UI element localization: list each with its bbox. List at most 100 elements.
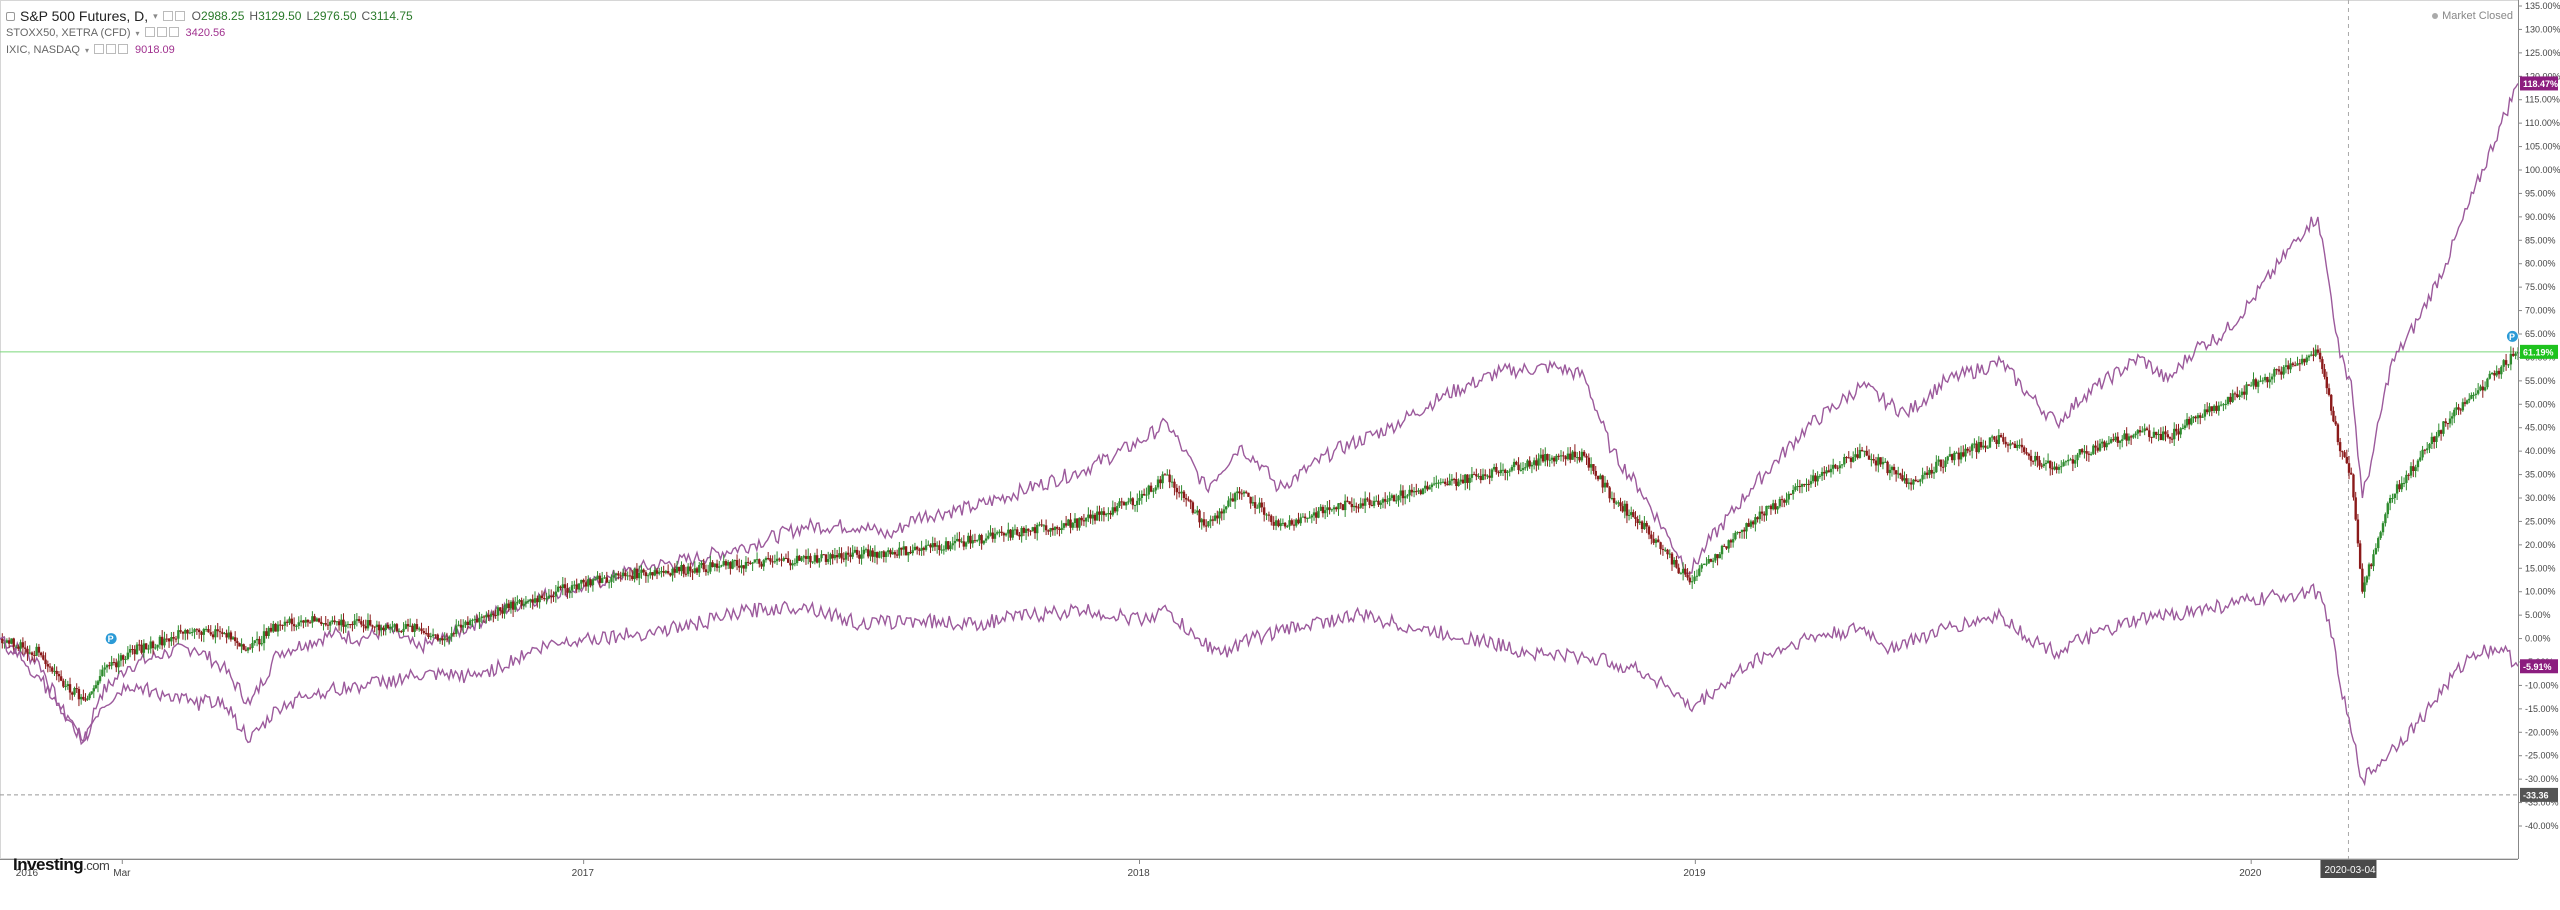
candle-body: [953, 540, 957, 544]
candle-body: [1154, 487, 1157, 491]
candle-body: [1758, 511, 1762, 520]
candle-body: [1027, 528, 1030, 531]
candle-body: [1191, 502, 1195, 513]
candle-body: [847, 552, 850, 555]
candle-body: [822, 554, 825, 556]
candle-body: [1317, 510, 1320, 518]
symbol-controls: [162, 8, 187, 25]
candle-body: [1459, 479, 1462, 482]
candle-body: [1964, 448, 1967, 457]
candle-body: [1435, 482, 1438, 484]
overlay-name-ixic[interactable]: IXIC, NASDAQ: [6, 44, 80, 56]
candle-body: [2249, 385, 2253, 387]
candle-body: [2350, 472, 2353, 475]
candle-body: [1636, 518, 1639, 524]
candle-body: [86, 698, 89, 700]
candle-body: [1236, 491, 1239, 494]
x-tick-label: 2019: [1683, 868, 1706, 879]
settings-icon[interactable]: [174, 11, 185, 21]
candle-body: [1923, 472, 1927, 475]
candle-body: [789, 562, 792, 566]
candle-body: [2076, 454, 2079, 461]
chevron-down-icon[interactable]: ▾: [84, 46, 89, 55]
candle-body: [987, 535, 990, 539]
candle-body: [1594, 470, 1597, 476]
x-tick-label: 2020: [2239, 868, 2262, 879]
candle-body: [1348, 501, 1351, 505]
candle-body: [509, 601, 513, 609]
overlay-name-stoxx[interactable]: STOXX50, XETRA (CFD): [6, 27, 131, 39]
candle-body: [838, 553, 841, 558]
candle-body: [1825, 470, 1828, 474]
y-tick-label: 15.00%: [2525, 563, 2556, 573]
candle-body: [1472, 474, 1476, 476]
candle-body: [2282, 366, 2285, 375]
candle-body: [2199, 415, 2202, 418]
candle-body: [612, 575, 615, 578]
close-icon[interactable]: [117, 44, 128, 54]
candle-body: [2051, 468, 2054, 470]
candle-body: [2400, 483, 2403, 490]
candle-body: [1229, 498, 1232, 501]
candle-body: [1925, 472, 1929, 475]
candle-body: [844, 552, 848, 560]
candle-body: [466, 621, 470, 626]
candle-body: [1033, 527, 1037, 534]
candle-body: [971, 540, 974, 544]
main-symbol-title[interactable]: S&P 500 Futures, D,: [20, 8, 149, 24]
candle-body: [2327, 388, 2331, 395]
close-icon[interactable]: [168, 27, 179, 37]
chevron-down-icon[interactable]: ▾: [153, 11, 158, 21]
crosshair-date-box: [2320, 860, 2377, 878]
candle-body: [221, 632, 224, 634]
candle-body: [181, 631, 185, 634]
y-tick-label: 135.00%: [2525, 1, 2560, 11]
candle-body: [964, 542, 968, 547]
candle-body: [202, 629, 206, 635]
candle-body: [1129, 498, 1132, 502]
candle-body: [520, 600, 523, 606]
candle-body: [915, 546, 919, 550]
series-line-0: [0, 83, 2519, 743]
candle-body: [244, 649, 248, 651]
collapse-icon[interactable]: [6, 12, 15, 21]
settings-icon[interactable]: [156, 27, 167, 37]
eye-icon[interactable]: [162, 11, 173, 21]
candle-body: [2459, 409, 2462, 411]
candle-body: [151, 641, 155, 649]
candle-body: [775, 558, 779, 562]
candle-body: [1606, 482, 1609, 488]
candle-body: [391, 626, 394, 628]
candle-body: [2136, 430, 2139, 434]
candle-body: [922, 547, 926, 550]
candle-body: [1036, 524, 1039, 534]
candle-body: [375, 624, 379, 628]
candle-body: [2118, 440, 2122, 443]
candle-body: [1774, 503, 1777, 510]
eye-icon[interactable]: [93, 44, 104, 54]
candle-body: [505, 603, 508, 609]
eye-icon[interactable]: [144, 27, 155, 37]
candle-body: [1444, 481, 1447, 484]
candle-body: [411, 625, 414, 632]
candle-body: [1136, 500, 1139, 506]
candle-body: [1124, 502, 1128, 506]
candle-body: [1794, 486, 1797, 491]
candle-body: [1552, 457, 1556, 462]
candle-body: [2296, 363, 2299, 366]
candle-body: [1352, 505, 1356, 508]
settings-icon[interactable]: [105, 44, 116, 54]
candle-body: [893, 552, 897, 555]
candle-body: [773, 561, 777, 563]
candle-body: [1004, 533, 1008, 536]
candle-body: [1408, 489, 1411, 496]
chevron-down-icon[interactable]: ▾: [135, 29, 140, 38]
candle-body: [2421, 449, 2424, 458]
candle-body: [1233, 493, 1237, 502]
y-tick-label: 10.00%: [2525, 587, 2556, 597]
candle-body: [193, 629, 196, 633]
candle-body: [1258, 502, 1261, 508]
candle-body: [1386, 500, 1389, 502]
